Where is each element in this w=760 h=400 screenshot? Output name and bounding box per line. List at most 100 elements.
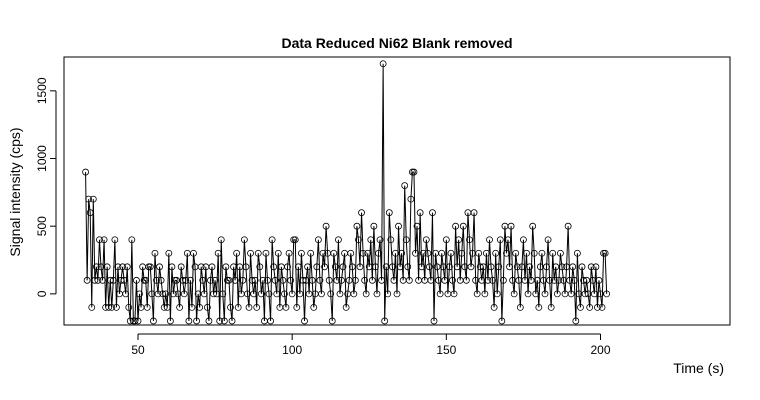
data-point (450, 290, 458, 298)
data-point (99, 276, 106, 284)
data-point (553, 290, 561, 298)
data-point (279, 276, 287, 284)
data-point (133, 276, 140, 284)
data-point (285, 249, 293, 257)
data-point (338, 276, 345, 284)
y-tick-label: 500 (35, 216, 49, 236)
data-point (96, 236, 103, 244)
data-point (180, 290, 188, 298)
data-point (388, 263, 396, 271)
data-point (339, 263, 347, 271)
data-point (113, 303, 120, 311)
data-point (523, 249, 530, 257)
data-point (273, 290, 281, 298)
data-point (479, 263, 487, 271)
data-point (299, 276, 307, 284)
data-point (88, 303, 96, 311)
data-point (483, 249, 490, 257)
data-point (387, 236, 395, 244)
data-point (496, 236, 504, 244)
data-point (356, 263, 364, 271)
data-point (347, 249, 355, 257)
data-point (459, 222, 467, 230)
data-point (481, 290, 489, 298)
data-point (214, 249, 222, 257)
data-point (601, 249, 609, 257)
data-point (372, 263, 379, 271)
data-point (288, 290, 296, 298)
data-point (222, 263, 230, 271)
data-point (447, 249, 455, 257)
data-point (210, 290, 217, 298)
data-point (526, 263, 533, 271)
data-point (486, 236, 493, 244)
data-point (520, 236, 527, 244)
series-line (85, 63, 608, 322)
data-point (120, 276, 128, 284)
data-point (427, 276, 435, 284)
data-point (91, 276, 99, 284)
data-point (470, 209, 478, 217)
data-point (207, 276, 214, 284)
data-point (188, 303, 196, 311)
data-point (287, 276, 295, 284)
data-point (358, 209, 365, 217)
data-point (294, 263, 302, 271)
data-point (111, 236, 119, 244)
data-point (284, 263, 291, 271)
data-point (254, 249, 262, 257)
data-point (259, 276, 267, 284)
data-point (513, 263, 521, 271)
data-point (458, 249, 466, 257)
data-point (211, 276, 219, 284)
data-point (418, 263, 426, 271)
data-point (342, 303, 350, 311)
data-point (318, 290, 325, 298)
x-tick-label: 200 (590, 343, 610, 357)
data-point (441, 276, 449, 284)
data-point (512, 249, 520, 257)
data-point (151, 249, 159, 257)
data-point (373, 290, 381, 298)
data-point (274, 249, 282, 257)
data-point (117, 276, 125, 284)
x-tick-label: 100 (282, 343, 302, 357)
data-point (313, 263, 321, 271)
data-point (166, 317, 174, 325)
data-point (543, 263, 550, 271)
data-point (105, 303, 113, 311)
data-point (293, 303, 301, 311)
data-point (165, 249, 173, 257)
data-point (325, 276, 333, 284)
data-point (518, 263, 526, 271)
data-point (208, 263, 216, 271)
data-point (378, 276, 385, 284)
data-point (499, 276, 507, 284)
data-point (126, 317, 134, 325)
data-point (379, 60, 387, 68)
x-tick-label: 150 (436, 343, 456, 357)
data-point (353, 222, 361, 230)
data-point (578, 263, 586, 271)
data-point (466, 236, 473, 244)
data-point (381, 317, 389, 325)
data-point (467, 263, 475, 271)
data-point (92, 263, 100, 271)
data-point (146, 263, 154, 271)
data-point (462, 276, 470, 284)
data-point (516, 303, 524, 311)
chart-title: Data Reduced Ni62 Blank removed (281, 35, 512, 51)
data-point (296, 290, 304, 298)
data-point (335, 236, 342, 244)
data-point (544, 236, 552, 244)
data-point (282, 303, 290, 311)
data-series (82, 60, 611, 325)
data-point (442, 236, 450, 244)
data-point (157, 276, 165, 284)
data-point (314, 236, 322, 244)
data-point (476, 263, 484, 271)
data-point (529, 222, 537, 230)
data-point (449, 276, 456, 284)
x-axis: 50 100 150 200 (131, 333, 611, 357)
data-point (267, 317, 274, 325)
